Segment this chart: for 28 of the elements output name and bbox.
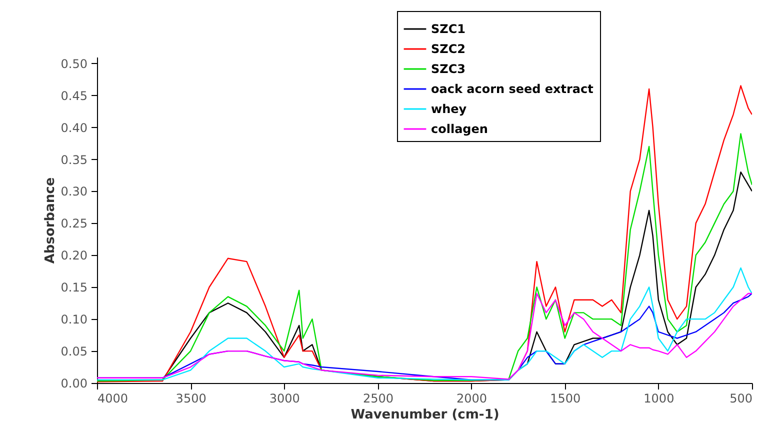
x-axis-title: Wavenumber (cm-1) xyxy=(350,408,500,422)
x-tick-label: 4000 xyxy=(98,392,128,406)
x-tick-label: 500 xyxy=(730,392,752,406)
line-series xyxy=(97,267,752,380)
x-tick-label: 2000 xyxy=(456,392,488,406)
y-tick-label: 0.40 xyxy=(60,120,88,135)
y-tick-label: 0.15 xyxy=(60,280,88,295)
y-tick-label: 0.00 xyxy=(60,376,88,390)
x-tick-label: 3500 xyxy=(176,392,206,406)
legend-label: SZC2 xyxy=(431,42,466,56)
y-tick-label: 0.50 xyxy=(60,56,88,71)
y-tick-label: 0.10 xyxy=(60,312,88,327)
legend-label: collagen xyxy=(431,122,488,136)
y-tick-label: 0.35 xyxy=(60,152,88,167)
legend-label: SZC3 xyxy=(431,62,466,76)
y-tick-label: 0.30 xyxy=(60,184,88,199)
x-tick-label: 1000 xyxy=(644,392,674,406)
y-tick-label: 0.45 xyxy=(60,88,88,103)
y-axis-title: Absorbance xyxy=(42,177,58,264)
x-tick-label: 1500 xyxy=(550,392,581,406)
legend-label: whey xyxy=(431,102,467,116)
x-tick-label: 2500 xyxy=(362,392,394,406)
y-tick-label: 0.25 xyxy=(60,216,88,231)
y-tick-label: 0.05 xyxy=(60,344,88,359)
x-tick-label: 3000 xyxy=(269,392,300,406)
legend-label: oack acorn seed extract xyxy=(431,82,594,96)
legend-label: SZC1 xyxy=(431,22,466,36)
y-tick-label: 0.20 xyxy=(60,248,88,263)
